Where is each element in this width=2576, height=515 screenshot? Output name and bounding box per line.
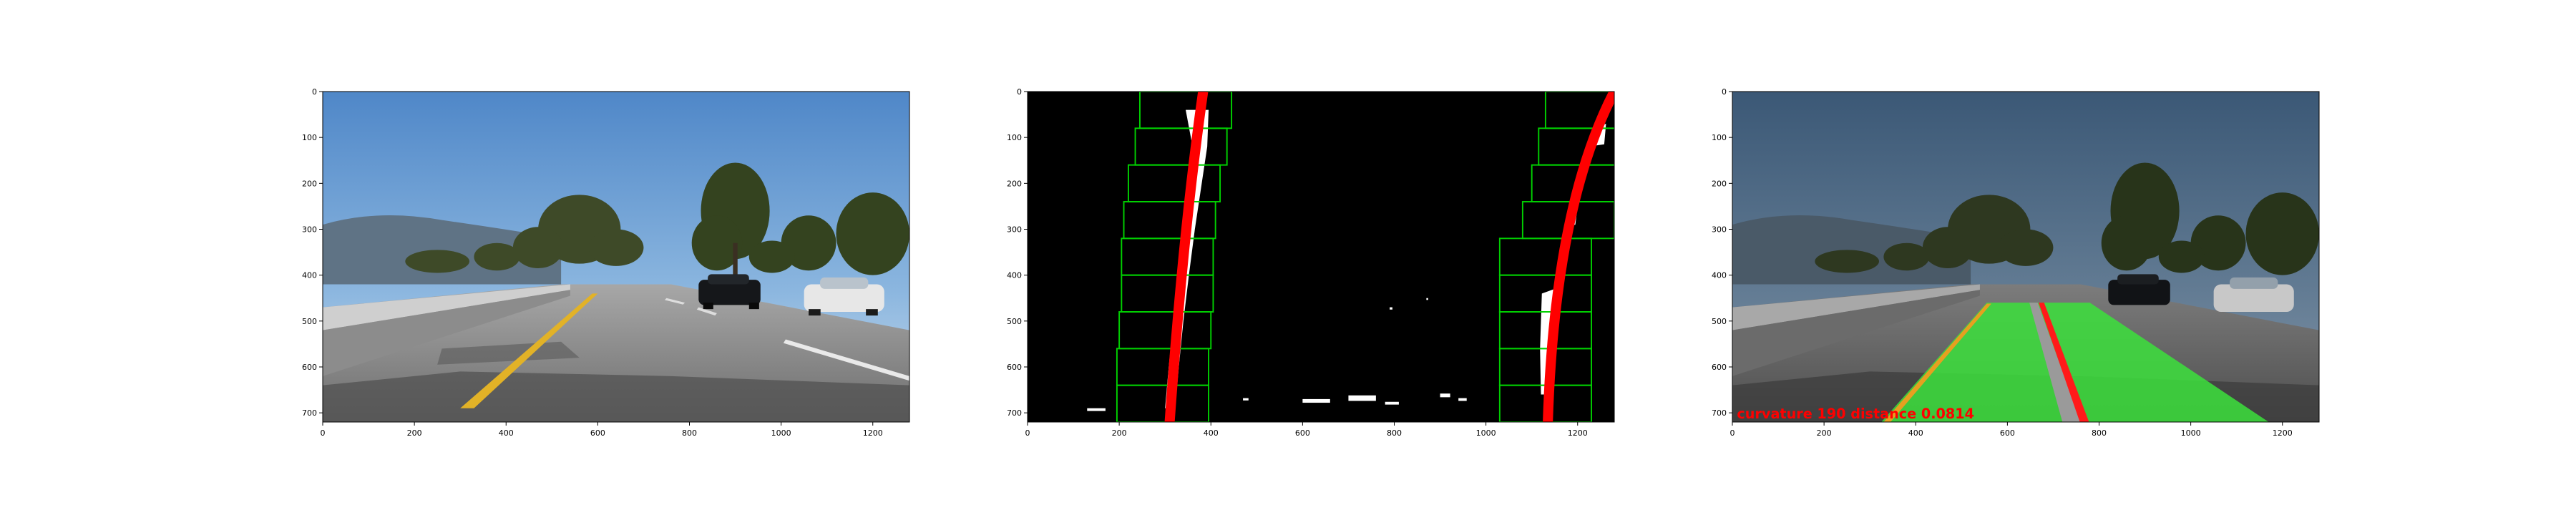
curvature-text: curvature 190 distance 0.0814	[1737, 406, 1974, 422]
y-tick-label: 500	[1007, 317, 1022, 326]
y-tick-label: 700	[1712, 408, 1727, 418]
x-tick-label: 400	[1908, 428, 1923, 438]
axes-frame	[322, 91, 910, 423]
x-tick-label: 0	[1730, 428, 1735, 438]
y-tick-label: 100	[1007, 133, 1022, 142]
axes-lane-overlay-result: 0 200 400 600 800 1000 1200 0 100 200 300 400 500 600…	[1712, 87, 2320, 438]
x-tick-label: 600	[1295, 428, 1310, 438]
x-tick-label: 1200	[2273, 428, 2293, 438]
x-tick-label: 1000	[2181, 428, 2201, 438]
y-tick-label: 0	[1722, 87, 1727, 97]
x-tick-label: 200	[407, 428, 422, 438]
search-windows-left	[1116, 92, 1233, 422]
y-tick-label: 100	[302, 133, 317, 142]
axes-binary-lane-search: 0 200 400 600 800 1000 1200 0 100 200 300 400 500 600…	[1007, 87, 1615, 438]
black-car	[698, 274, 761, 310]
x-tick-label: 600	[2000, 428, 2015, 438]
y-tick-label: 0	[1017, 87, 1022, 97]
right-lane-fit	[1543, 92, 1614, 422]
overlay-image: curvature 190 distance 0.0814	[1732, 92, 2319, 422]
axes-layer: 0 200 400 600 800 1000 12000100200300400500600…	[302, 87, 2320, 438]
y-tick-label: 600	[302, 363, 317, 372]
x-tick-label: 0	[1025, 428, 1030, 438]
road-photo	[323, 92, 909, 422]
binary-image	[1028, 92, 1614, 422]
y-tick-label: 200	[1007, 179, 1022, 188]
x-tick-label: 400	[499, 428, 514, 438]
panel-overlay: curvature 190 distance 0.0814	[1732, 92, 2319, 422]
x-tick-label: 800	[682, 428, 697, 438]
x-tick-label: 400	[1204, 428, 1219, 438]
y-tick-label: 300	[1007, 225, 1022, 235]
y-tick-label: 500	[1712, 317, 1727, 326]
x-tick-label: 200	[1817, 428, 1832, 438]
y-tick-label: 100	[1712, 133, 1727, 142]
x-tick-label: 600	[590, 428, 605, 438]
x-tick-label: 1000	[771, 428, 791, 438]
y-tick-label: 200	[302, 179, 317, 188]
y-tick-label: 700	[1007, 408, 1022, 418]
x-tick-label: 800	[1387, 428, 1402, 438]
y-tick-label: 400	[1712, 271, 1727, 280]
y-tick-label: 0	[312, 87, 317, 97]
y-tick-label: 400	[302, 271, 317, 280]
left-lane-fit	[1164, 92, 1209, 422]
panel-original	[323, 92, 909, 422]
x-tick-label: 1200	[1568, 428, 1588, 438]
axes-frame	[1732, 91, 2320, 423]
x-tick-label: 1000	[1476, 428, 1496, 438]
white-car	[804, 277, 884, 316]
axes-frame	[1027, 91, 1615, 423]
y-tick-label: 300	[302, 225, 317, 235]
lane-fill	[1881, 303, 2269, 422]
y-tick-label: 700	[302, 408, 317, 418]
y-tick-label: 600	[1007, 363, 1022, 372]
panel-binary	[1028, 92, 1614, 422]
y-tick-label: 300	[1712, 225, 1727, 235]
x-tick-label: 800	[2092, 428, 2107, 438]
y-tick-label: 600	[1712, 363, 1727, 372]
y-tick-label: 200	[1712, 179, 1727, 188]
x-tick-label: 200	[1112, 428, 1127, 438]
x-tick-label: 1200	[863, 428, 883, 438]
x-tick-label: 0	[321, 428, 326, 438]
axes-original-road-photo: 0 200 400 600 800 1000 1200 0 100 200 300 400 500 600…	[302, 87, 910, 438]
y-tick-label: 500	[302, 317, 317, 326]
search-windows-right	[1498, 92, 1614, 422]
y-tick-label: 400	[1007, 271, 1022, 280]
